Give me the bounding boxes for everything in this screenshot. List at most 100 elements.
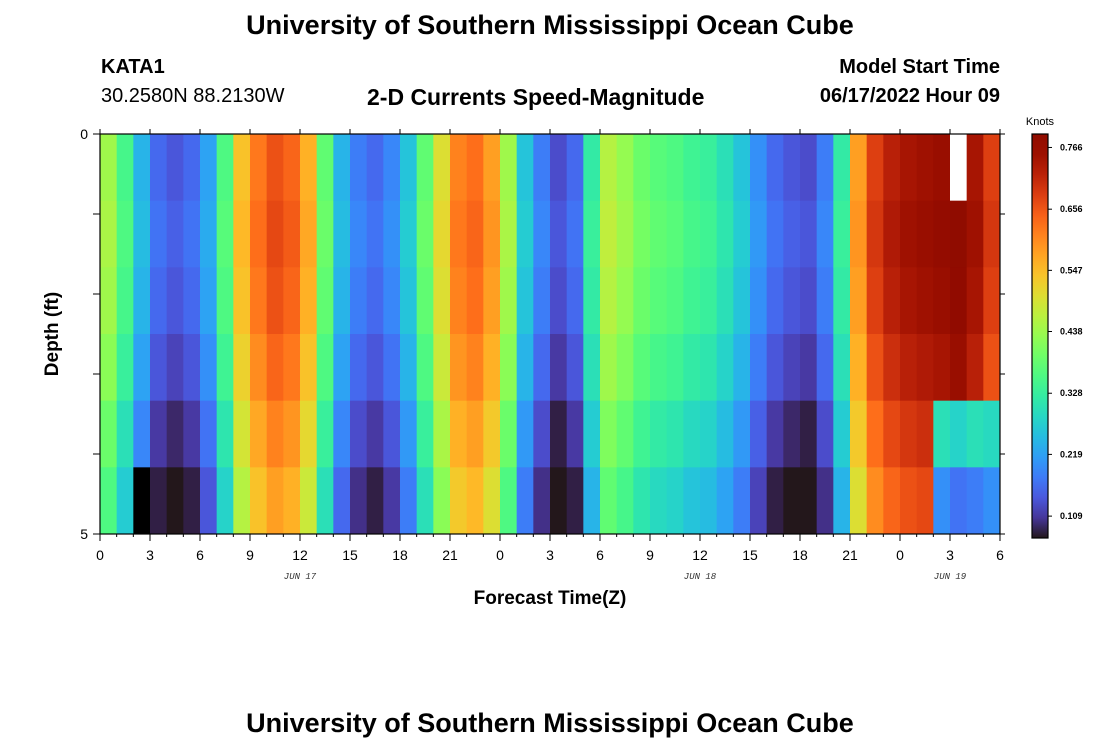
heatmap-cell [300, 267, 318, 335]
heatmap-cell [916, 134, 934, 202]
heatmap-cell [200, 334, 218, 402]
heatmap-cell [300, 134, 318, 202]
heatmap-cell [483, 267, 501, 335]
heatmap-cell [583, 334, 601, 402]
heatmap-cell [633, 200, 651, 268]
heatmap-cell [333, 267, 351, 335]
x-tick-label: 0 [96, 547, 104, 563]
heatmap-cell [416, 267, 434, 335]
x-tick-label: 9 [646, 547, 654, 563]
chart-title: University of Southern Mississippi Ocean… [246, 10, 854, 40]
heatmap-cell [583, 467, 601, 535]
heatmap-cell [100, 134, 118, 202]
heatmap-cell [400, 400, 418, 468]
heatmap-cell [500, 267, 518, 335]
heatmap-cell [783, 400, 801, 468]
heatmap-cell [650, 467, 668, 535]
heatmap-cell [833, 334, 851, 402]
heatmap-cell [216, 267, 234, 335]
x-tick-label: 3 [946, 547, 954, 563]
heatmap-cell [700, 200, 718, 268]
heatmap-cell [683, 467, 701, 535]
heatmap-cell [183, 467, 201, 535]
heatmap-cell [783, 134, 801, 202]
x-tick-label: 15 [342, 547, 358, 563]
colorbar-tick-label: 0.547 [1060, 265, 1083, 275]
heatmap-cell [500, 334, 518, 402]
colorbar-gradient [1031, 133, 1049, 539]
heatmap-cell [583, 400, 601, 468]
heatmap-cell [433, 267, 451, 335]
heatmap-cell [900, 467, 918, 535]
heatmap-cell [900, 400, 918, 468]
heatmap-cell [916, 267, 934, 335]
heatmap-cell [883, 400, 901, 468]
x-axis: 0 3 6 9 12 15 18 21 0 3 6 9 12 15 18 21 0 3 6 JUN 17 JUN 18 J… [96, 129, 1004, 582]
heatmap-cell [666, 134, 684, 202]
heatmap-cell [516, 267, 534, 335]
heatmap-cell [983, 134, 1001, 202]
y-tick-label: 0 [80, 126, 88, 142]
heatmap-cell [766, 467, 784, 535]
heatmap-cell [316, 400, 334, 468]
heatmap-cell [650, 267, 668, 335]
heatmap-cell [466, 267, 484, 335]
x-tick-label: 0 [896, 547, 904, 563]
heatmap-cell [683, 134, 701, 202]
heatmap-cell [733, 400, 751, 468]
heatmap-cell [933, 334, 951, 402]
heatmap-cell [216, 467, 234, 535]
heatmap-cell [350, 267, 368, 335]
heatmap-cell [916, 400, 934, 468]
heatmap-cell [766, 400, 784, 468]
heatmap-cell [333, 467, 351, 535]
model-start-label: Model Start Time [839, 56, 1000, 78]
heatmap-cell [816, 200, 834, 268]
heatmap-cell [200, 267, 218, 335]
heatmap-cell [266, 200, 284, 268]
heatmap-cell [350, 334, 368, 402]
heatmap-cell [883, 200, 901, 268]
heatmap-cell [200, 467, 218, 535]
heatmap-cell [616, 400, 634, 468]
heatmap-cell [300, 467, 318, 535]
heatmap-cell [900, 134, 918, 202]
heatmap-cell [250, 400, 268, 468]
heatmap-cell [433, 400, 451, 468]
heatmap-cell [233, 334, 251, 402]
heatmap-cell [233, 200, 251, 268]
heatmap-cell [850, 334, 868, 402]
y-tick-label: 5 [80, 526, 88, 542]
heatmap-cell [300, 400, 318, 468]
heatmap-cell [550, 400, 568, 468]
heatmap-cell [100, 467, 118, 535]
heatmap-cell [950, 267, 968, 335]
heatmap-cell [466, 400, 484, 468]
heatmap-cell [950, 400, 968, 468]
heatmap-cell [183, 267, 201, 335]
heatmap-cell [816, 334, 834, 402]
heatmap-cell [850, 467, 868, 535]
heatmap-cell [233, 134, 251, 202]
heatmap-cell [866, 467, 884, 535]
heatmap-cell [883, 267, 901, 335]
heatmap-cell [750, 134, 768, 202]
heatmap-cell [700, 267, 718, 335]
heatmap-cells [100, 134, 1001, 535]
heatmap-cell [483, 200, 501, 268]
heatmap-cell [783, 200, 801, 268]
heatmap-cell [733, 267, 751, 335]
heatmap-cell [433, 467, 451, 535]
heatmap-cell [366, 134, 384, 202]
heatmap-cell [516, 467, 534, 535]
heatmap-cell [633, 467, 651, 535]
heatmap-cell [650, 400, 668, 468]
heatmap-cell [566, 200, 584, 268]
x-tick-label: 21 [442, 547, 458, 563]
heatmap-cell [283, 200, 301, 268]
heatmap-cell [150, 200, 168, 268]
heatmap-cell [150, 267, 168, 335]
heatmap-cell [450, 467, 468, 535]
heatmap-cell [400, 134, 418, 202]
heatmap-cell [966, 400, 984, 468]
